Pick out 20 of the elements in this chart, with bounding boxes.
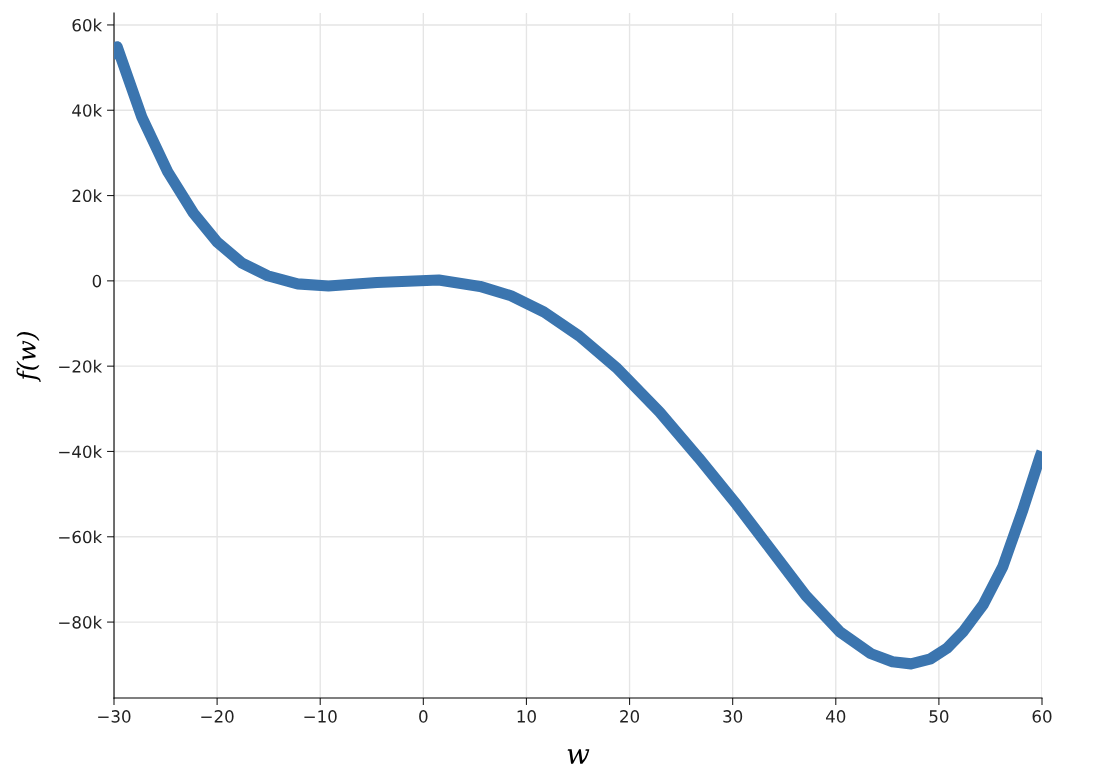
x-tick-label: −10 — [304, 710, 337, 723]
x-tick-label: 20 — [620, 710, 640, 723]
y-tick-label: 0 — [92, 274, 102, 288]
y-axis-title: f(w) — [16, 331, 41, 383]
x-tick-label: 40 — [825, 710, 846, 723]
x-tick-label: 50 — [929, 710, 949, 723]
y-tick-label: 60k — [72, 18, 103, 32]
x-axis-title: w — [567, 749, 590, 764]
y-tick-label: −40k — [59, 445, 103, 459]
x-tick-label: 30 — [723, 710, 743, 723]
y-tick-label: 40k — [72, 103, 103, 117]
x-tick-label: 0 — [419, 710, 428, 723]
x-tick-label: −30 — [98, 710, 131, 723]
x-tick-label: −20 — [201, 710, 234, 723]
y-tick-label: −60k — [59, 530, 103, 544]
x-tick-label: 60 — [1032, 710, 1052, 723]
y-tick-label: −20k — [59, 359, 103, 373]
y-tick-label: −80k — [59, 615, 103, 629]
x-tick-label: 10 — [517, 710, 536, 723]
y-tick-label: 20k — [72, 189, 103, 203]
